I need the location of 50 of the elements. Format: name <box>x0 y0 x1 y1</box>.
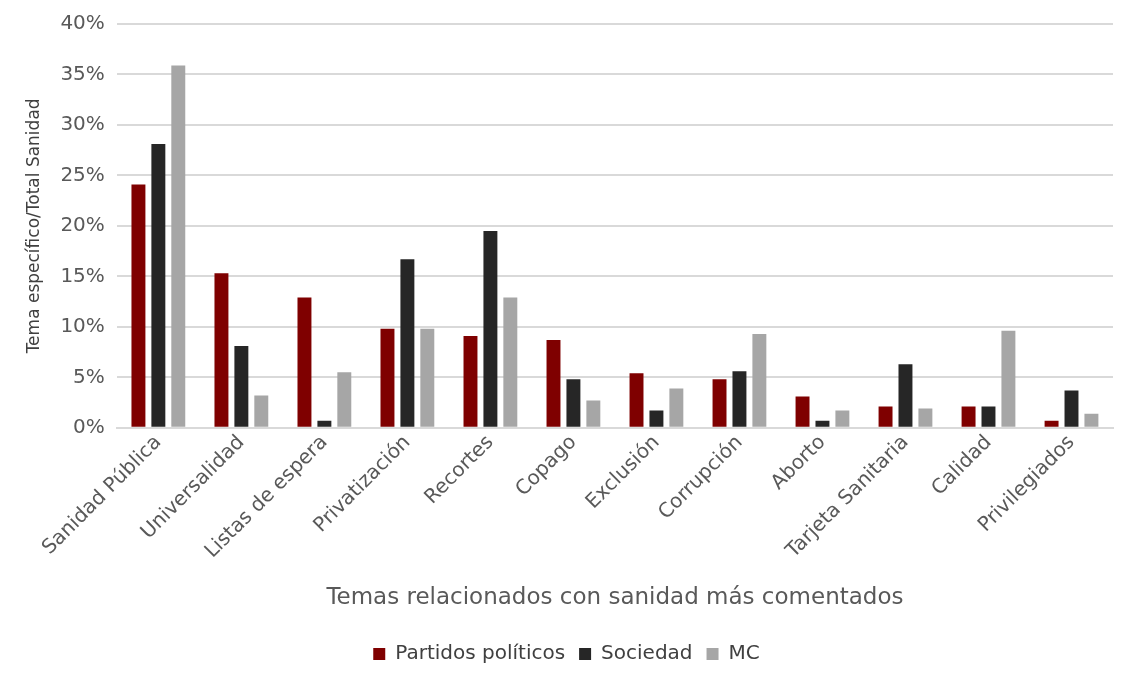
bar <box>214 273 229 427</box>
bar <box>752 333 767 427</box>
bar <box>795 396 810 427</box>
bar <box>629 373 644 427</box>
bar <box>380 328 395 427</box>
bar <box>483 230 498 427</box>
y-tick-label: 30% <box>60 111 105 136</box>
bar <box>835 410 850 427</box>
bar <box>649 410 664 427</box>
y-tick-label: 0% <box>73 413 105 438</box>
bar <box>317 420 332 427</box>
bar <box>918 408 933 427</box>
y-axis-title: Tema específico/Total Sanidad <box>22 98 43 355</box>
legend-label: Sociedad <box>601 640 693 665</box>
bar <box>171 65 186 427</box>
bar <box>961 406 976 427</box>
bar <box>1084 413 1099 427</box>
bar <box>151 144 166 427</box>
bar <box>1001 330 1016 427</box>
bar <box>400 259 415 427</box>
bar <box>1044 420 1059 427</box>
bar <box>712 379 727 427</box>
bar <box>815 420 830 427</box>
bar <box>297 297 312 427</box>
bar <box>131 184 146 427</box>
bar <box>981 406 996 427</box>
y-tick-label: 40% <box>60 10 105 35</box>
x-axis-title: Temas relacionados con sanidad más comentados <box>325 583 904 610</box>
bar <box>1064 390 1079 427</box>
bar <box>503 297 518 427</box>
y-tick-label: 20% <box>60 212 105 237</box>
bar <box>732 371 747 427</box>
y-tick-label: 5% <box>73 363 105 388</box>
bar <box>234 346 249 427</box>
bar <box>586 400 601 427</box>
bar <box>420 328 435 427</box>
y-tick-label: 25% <box>60 161 105 186</box>
y-tick-label: 10% <box>60 313 105 338</box>
bar <box>546 339 561 427</box>
legend-label: MC <box>728 640 760 665</box>
y-tick-label: 15% <box>60 262 105 287</box>
bar <box>254 395 269 427</box>
bar <box>566 379 581 427</box>
bar <box>669 388 684 427</box>
y-tick-label: 35% <box>60 60 105 85</box>
bar <box>463 335 478 427</box>
bar <box>337 372 352 427</box>
bar <box>878 406 893 427</box>
bar <box>898 364 913 427</box>
legend-label: Partidos políticos <box>395 640 566 665</box>
